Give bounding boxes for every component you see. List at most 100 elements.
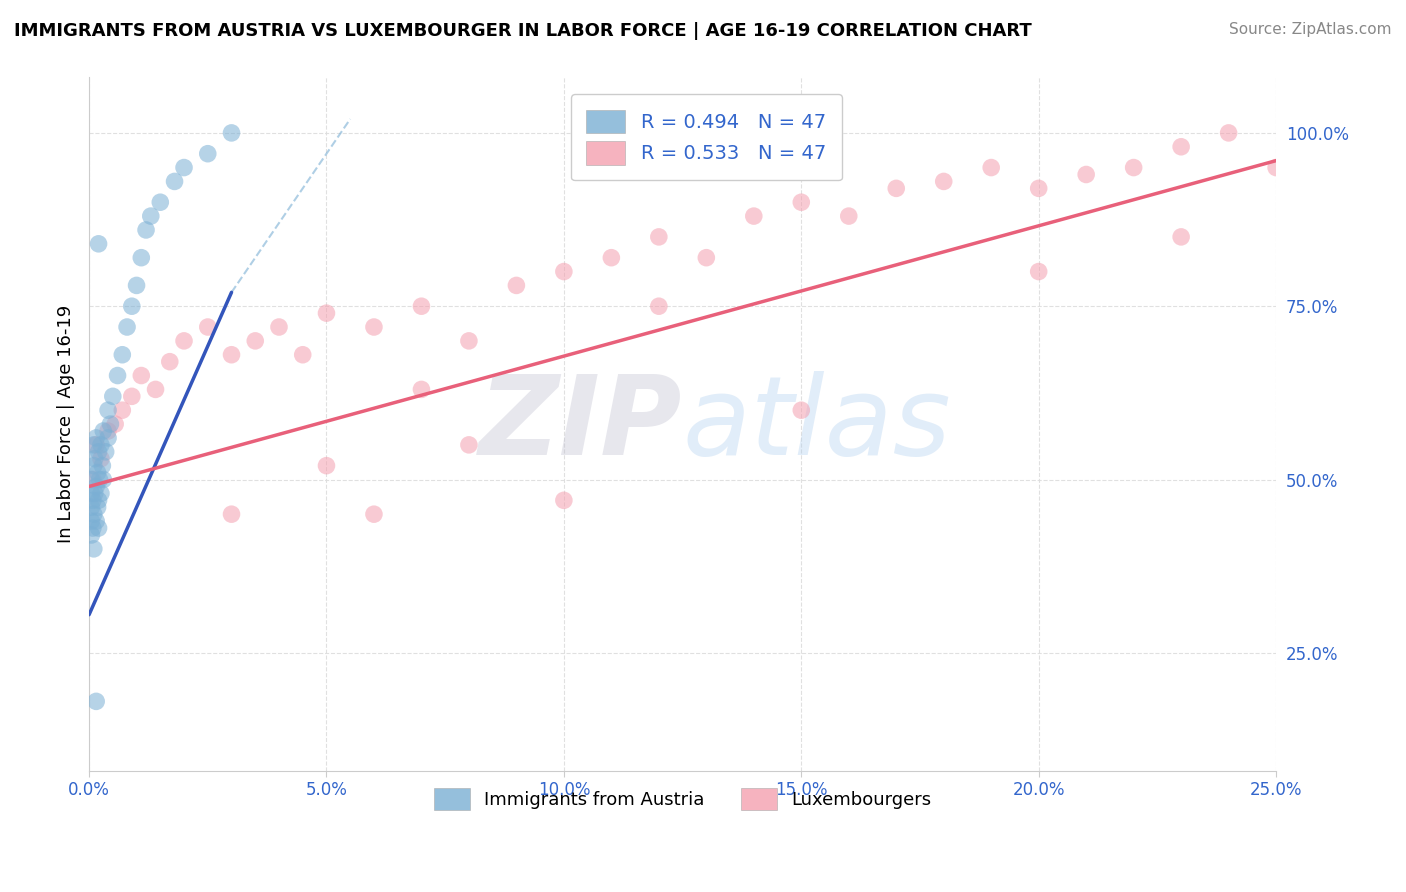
Point	[742, 209, 765, 223]
Point	[1028, 264, 1050, 278]
Point	[505, 278, 527, 293]
Point	[1122, 161, 1144, 175]
Point	[884, 181, 907, 195]
Point	[1170, 140, 1192, 154]
Point	[84, 431, 107, 445]
Point	[1076, 168, 1098, 182]
Point	[790, 195, 813, 210]
Point	[97, 403, 120, 417]
Point	[121, 389, 143, 403]
Point	[139, 209, 162, 223]
Point	[83, 451, 105, 466]
Point	[932, 174, 955, 188]
Point	[221, 348, 243, 362]
Point	[97, 431, 120, 445]
Text: ZIP: ZIP	[479, 370, 682, 477]
Point	[980, 161, 1002, 175]
Point	[83, 541, 105, 556]
Point	[149, 195, 172, 210]
Text: atlas: atlas	[682, 370, 952, 477]
Point	[838, 209, 860, 223]
Point	[80, 500, 103, 515]
Point	[97, 424, 120, 438]
Point	[87, 236, 110, 251]
Text: Source: ZipAtlas.com: Source: ZipAtlas.com	[1229, 22, 1392, 37]
Point	[197, 146, 219, 161]
Point	[91, 424, 114, 438]
Point	[315, 306, 337, 320]
Point	[87, 521, 110, 535]
Point	[107, 368, 129, 383]
Point	[411, 383, 433, 397]
Point	[82, 493, 104, 508]
Point	[121, 299, 143, 313]
Point	[82, 473, 104, 487]
Point	[135, 223, 157, 237]
Point	[163, 174, 186, 188]
Point	[315, 458, 337, 473]
Point	[363, 320, 385, 334]
Point	[173, 334, 195, 348]
Point	[267, 320, 290, 334]
Point	[84, 514, 107, 528]
Point	[83, 507, 105, 521]
Point	[1265, 161, 1288, 175]
Point	[129, 368, 152, 383]
Point	[87, 493, 110, 508]
Point	[80, 473, 103, 487]
Point	[91, 473, 114, 487]
Point	[101, 389, 124, 403]
Point	[80, 514, 103, 528]
Point	[111, 403, 134, 417]
Point	[458, 334, 481, 348]
Point	[84, 438, 107, 452]
Point	[159, 354, 181, 368]
Point	[145, 383, 167, 397]
Point	[86, 466, 108, 480]
Point	[80, 528, 103, 542]
Legend: Immigrants from Austria, Luxembourgers: Immigrants from Austria, Luxembourgers	[419, 773, 946, 824]
Point	[91, 458, 114, 473]
Point	[553, 264, 575, 278]
Point	[89, 473, 111, 487]
Point	[82, 521, 104, 535]
Point	[100, 417, 122, 431]
Point	[197, 320, 219, 334]
Point	[1170, 230, 1192, 244]
Point	[458, 438, 481, 452]
Point	[94, 444, 117, 458]
Point	[411, 299, 433, 313]
Point	[90, 486, 112, 500]
Point	[221, 126, 243, 140]
Point	[111, 348, 134, 362]
Text: IMMIGRANTS FROM AUSTRIA VS LUXEMBOURGER IN LABOR FORCE | AGE 16-19 CORRELATION C: IMMIGRANTS FROM AUSTRIA VS LUXEMBOURGER …	[14, 22, 1032, 40]
Point	[790, 403, 813, 417]
Point	[104, 417, 127, 431]
Point	[600, 251, 623, 265]
Point	[83, 486, 105, 500]
Point	[115, 320, 138, 334]
Point	[1028, 181, 1050, 195]
Point	[173, 161, 195, 175]
Point	[86, 500, 108, 515]
Point	[695, 251, 717, 265]
Point	[84, 479, 107, 493]
Point	[84, 694, 107, 708]
Point	[125, 278, 148, 293]
Point	[83, 458, 105, 473]
Point	[80, 486, 103, 500]
Point	[363, 507, 385, 521]
Point	[648, 230, 671, 244]
Point	[83, 438, 105, 452]
Point	[1218, 126, 1240, 140]
Point	[129, 251, 152, 265]
Point	[291, 348, 314, 362]
Point	[90, 451, 112, 466]
Point	[221, 507, 243, 521]
Point	[648, 299, 671, 313]
Y-axis label: In Labor Force | Age 16-19: In Labor Force | Age 16-19	[58, 305, 75, 543]
Point	[245, 334, 267, 348]
Point	[90, 438, 112, 452]
Point	[553, 493, 575, 508]
Point	[87, 444, 110, 458]
